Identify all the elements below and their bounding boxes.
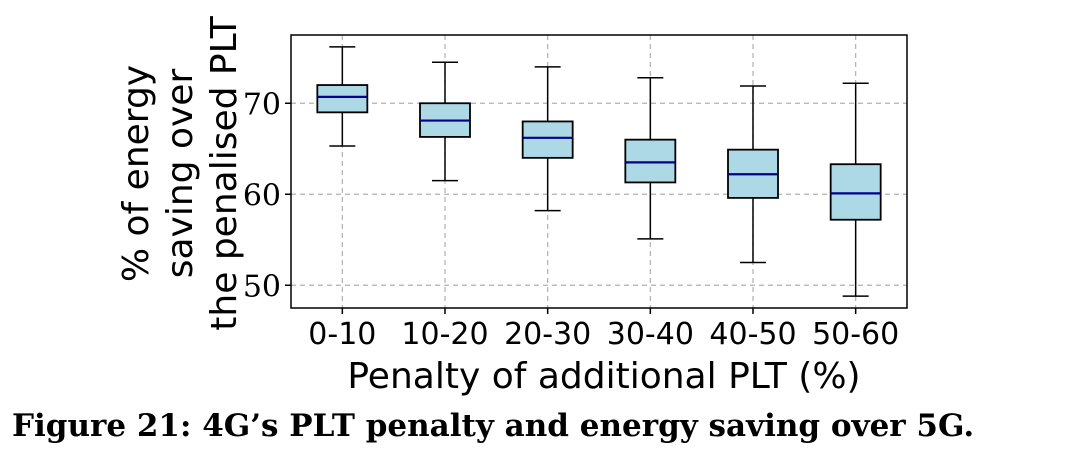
x-tick-label: 50-60 [812, 317, 899, 352]
y-axis-label-line: the penalised PLT [204, 15, 245, 330]
box-30-40 [624, 77, 677, 240]
y-tick-label: 70 [243, 87, 281, 122]
iqr-box [521, 120, 574, 159]
x-axis-label: Penalty of additional PLT (%) [347, 356, 860, 397]
plot-area-frame [290, 34, 908, 309]
box-0-10 [316, 46, 369, 147]
x-tick-label: 10-20 [401, 317, 488, 352]
box-40-50 [727, 85, 779, 264]
y-axis-label: % of energy saving over the penalised PLT [116, 15, 245, 330]
figure-caption: Figure 21: 4G’s PLT penalty and energy s… [12, 408, 975, 444]
box-plot-chart: 50 60 70 0-10 10-20 20-30 30-40 40-50 50-60 Pena… [116, 15, 908, 397]
tick-labels: 50 60 70 0-10 10-20 20-30 30-40 40-50 50-60 [243, 87, 899, 352]
box-20-30 [521, 66, 574, 212]
grid-lines [291, 35, 907, 308]
box-series [316, 46, 882, 297]
x-tick-label: 0-10 [308, 317, 376, 352]
x-tick-label: 20-30 [504, 317, 591, 352]
iqr-box [316, 84, 369, 114]
x-tick-label: 30-40 [607, 317, 694, 352]
y-axis-label-line: % of energy [116, 65, 157, 282]
y-axis-label-line: saving over [160, 69, 201, 279]
iqr-box [624, 138, 677, 184]
box-50-60 [829, 82, 882, 297]
y-tick-label: 60 [243, 178, 281, 213]
x-tick-label: 40-50 [709, 317, 796, 352]
box-10-20 [419, 61, 471, 182]
y-tick-label: 50 [243, 269, 281, 304]
iqr-box [829, 163, 882, 221]
